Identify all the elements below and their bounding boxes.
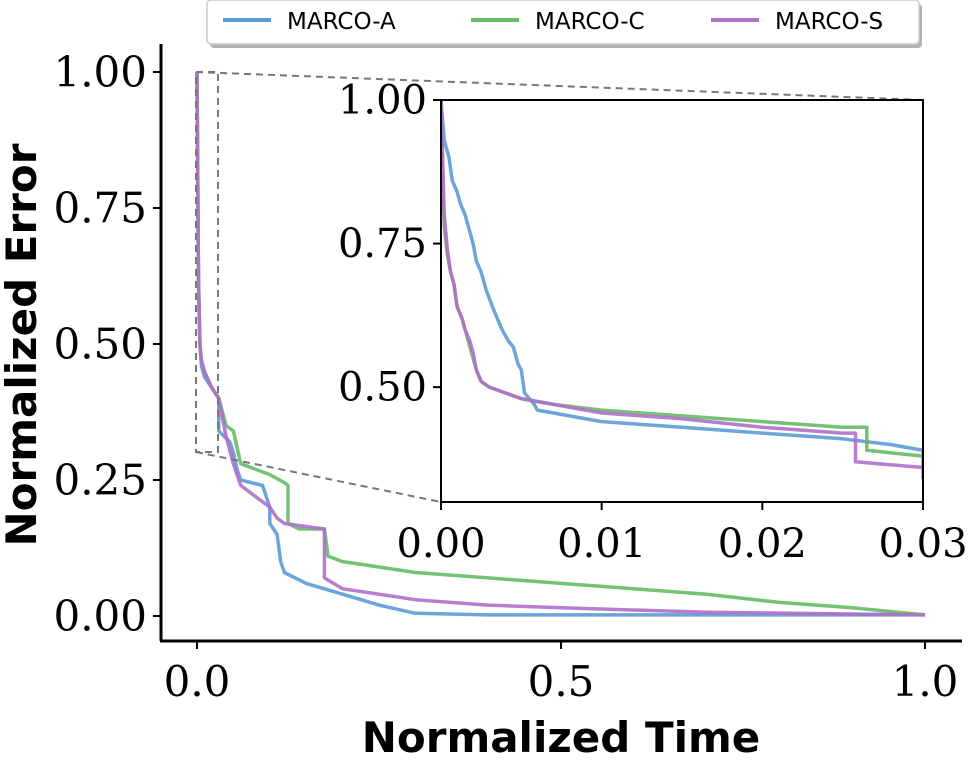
main-plot: 0.0 0.5 1.0 0.00 0.25 0.50 0.75 1.00 Normalized…	[0, 44, 962, 762]
main-y-tick-label: 0.75	[53, 183, 147, 232]
main-x-tick-label: 1.0	[892, 657, 959, 706]
main-series-line-marco-a	[195, 71, 925, 617]
main-x-tick-label: 0.5	[528, 657, 595, 706]
main-ticks-group: 0.0 0.5 1.0 0.00 0.25 0.50 0.75 1.00	[53, 47, 958, 706]
main-y-tick-label: 0.00	[53, 591, 147, 640]
x-axis-label: Normalized Time	[362, 713, 761, 762]
inset-ticks-group: 0.00 0.01 0.02 0.03 0.50 0.75 1.00	[338, 78, 968, 567]
zoom-connector-top	[195, 71, 924, 101]
inset-x-tick-label: 0.02	[718, 521, 807, 567]
inset-y-tick-label: 0.75	[338, 221, 427, 267]
legend: MARCO-A MARCO-C MARCO-S	[206, 0, 922, 48]
y-axis-label: Normalized Error	[0, 143, 46, 546]
main-y-tick-label: 1.00	[53, 47, 147, 96]
legend-box	[206, 0, 920, 45]
main-y-tick-label: 0.50	[53, 319, 147, 368]
legend-label-marco-a: MARCO-A	[287, 9, 396, 35]
legend-label-marco-c: MARCO-C	[535, 9, 645, 35]
inset-plot: 0.00 0.01 0.02 0.03 0.50 0.75 1.00	[338, 78, 968, 567]
zoom-region-box	[195, 71, 219, 453]
inset-y-tick-label: 0.50	[338, 365, 427, 411]
main-series-line-marco-s	[195, 71, 926, 617]
zoom-connector-bottom	[195, 451, 442, 503]
inset-series-line-marco-a	[441, 100, 923, 479]
inset-series-line-marco-s	[441, 100, 923, 470]
main-series-group	[195, 71, 926, 617]
inset-y-tick-label: 1.00	[338, 78, 427, 124]
inset-background	[441, 100, 923, 502]
legend-label-marco-s: MARCO-S	[775, 9, 883, 35]
inset-series-group	[441, 100, 923, 479]
inset-x-tick-label: 0.03	[878, 521, 967, 567]
zoom-indicator	[195, 71, 924, 503]
inset-x-tick-label: 0.01	[557, 521, 646, 567]
inset-frame	[440, 99, 924, 503]
main-y-tick-label: 0.25	[53, 455, 147, 504]
inset-x-tick-label: 0.00	[396, 521, 485, 567]
main-x-tick-label: 0.0	[164, 657, 231, 706]
